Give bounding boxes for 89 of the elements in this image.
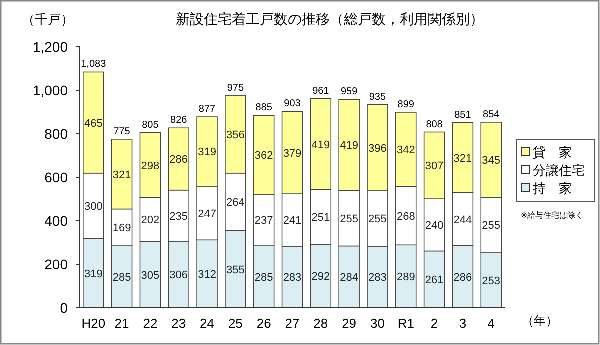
total-label: 877 bbox=[198, 104, 216, 116]
x-tick-label: R1 bbox=[398, 316, 414, 331]
data-label: 247 bbox=[198, 208, 216, 220]
x-tick-label: 25 bbox=[228, 316, 243, 331]
data-label: 319 bbox=[84, 268, 103, 280]
total-label: 903 bbox=[284, 98, 302, 110]
data-label: 307 bbox=[425, 160, 444, 173]
x-tick-label: 2 bbox=[430, 316, 438, 331]
data-label: 419 bbox=[340, 140, 358, 152]
data-label: 312 bbox=[198, 269, 216, 282]
text: 分譲住宅 bbox=[533, 163, 585, 178]
data-label: 264 bbox=[226, 197, 245, 210]
x-tick-label: 3 bbox=[459, 316, 467, 331]
data-label: 379 bbox=[283, 148, 302, 160]
x-tick-label: 24 bbox=[200, 316, 215, 331]
data-label: 261 bbox=[425, 274, 444, 287]
data-label: 283 bbox=[368, 272, 387, 284]
total-label: 885 bbox=[256, 102, 273, 114]
y-tick-label: 1,000 bbox=[32, 82, 68, 98]
data-label: 237 bbox=[254, 215, 274, 228]
total-label: 975 bbox=[227, 82, 244, 94]
data-label: 283 bbox=[283, 272, 302, 284]
data-label: 306 bbox=[170, 270, 188, 282]
data-label: 240 bbox=[425, 220, 444, 232]
x-axis-title: （年） bbox=[522, 314, 558, 328]
data-label: 345 bbox=[482, 154, 501, 167]
total-label: 935 bbox=[369, 92, 387, 103]
data-label: 255 bbox=[368, 214, 387, 226]
data-label: 321 bbox=[454, 152, 472, 165]
y-tick-label: 800 bbox=[44, 126, 68, 142]
data-label: 255 bbox=[340, 214, 358, 226]
data-label: 255 bbox=[482, 220, 501, 232]
x-tick-label: 30 bbox=[370, 316, 385, 331]
x-tick-label: 26 bbox=[256, 316, 272, 331]
data-label: 355 bbox=[226, 264, 245, 276]
x-tick-label: 4 bbox=[488, 316, 495, 331]
data-label: 284 bbox=[340, 272, 358, 284]
total-label: 899 bbox=[398, 99, 415, 110]
data-label: 202 bbox=[141, 214, 160, 227]
data-label: 268 bbox=[396, 210, 416, 223]
data-label: 244 bbox=[454, 214, 472, 226]
data-label: 356 bbox=[226, 130, 245, 142]
y-tick-label: 0 bbox=[60, 300, 68, 316]
data-label: 362 bbox=[254, 150, 274, 162]
x-tick-label: 29 bbox=[342, 316, 357, 331]
data-label: 305 bbox=[141, 270, 160, 282]
legend-label: 貸 家 bbox=[533, 145, 572, 160]
total-label: 1,083 bbox=[81, 59, 107, 70]
data-label: 285 bbox=[254, 272, 274, 284]
x-tick-label: H20 bbox=[82, 316, 106, 331]
data-label: 292 bbox=[312, 271, 330, 284]
y-axis-title: （千戸） bbox=[22, 12, 74, 27]
total-label: 826 bbox=[170, 115, 188, 126]
data-label: 241 bbox=[283, 215, 302, 228]
data-label: 342 bbox=[396, 144, 416, 157]
text: ※給与住宅は除く bbox=[521, 211, 584, 220]
legend-label: 持 家 bbox=[533, 181, 572, 196]
total-label: 959 bbox=[340, 86, 358, 98]
x-tick-label: 23 bbox=[172, 316, 186, 331]
total-label: 775 bbox=[114, 126, 131, 138]
data-label: 321 bbox=[112, 169, 132, 182]
data-label: 298 bbox=[141, 160, 160, 172]
x-tick-label: 27 bbox=[285, 316, 300, 331]
total-label: 961 bbox=[312, 86, 330, 97]
x-tick-label: 21 bbox=[114, 316, 130, 331]
total-label: 854 bbox=[483, 109, 500, 120]
data-label: 285 bbox=[112, 272, 132, 284]
data-label: 419 bbox=[312, 139, 330, 152]
data-label: 289 bbox=[396, 272, 416, 284]
data-label: 465 bbox=[84, 118, 103, 130]
data-label: 300 bbox=[84, 200, 103, 213]
x-tick-label: 28 bbox=[314, 316, 328, 331]
y-tick-label: 400 bbox=[44, 213, 68, 229]
data-label: 396 bbox=[368, 142, 387, 155]
data-label: 319 bbox=[198, 146, 216, 159]
data-label: 251 bbox=[312, 212, 330, 224]
data-label: 253 bbox=[482, 275, 501, 288]
data-label: 286 bbox=[170, 154, 188, 166]
chart-title: 新設住宅着工戸数の推移（総戸数，利用関係別） bbox=[176, 11, 484, 27]
data-label: 286 bbox=[454, 272, 472, 284]
total-label: 851 bbox=[454, 110, 472, 121]
total-label: 805 bbox=[142, 120, 160, 131]
data-label: 169 bbox=[112, 222, 132, 235]
y-tick-label: 600 bbox=[44, 170, 68, 186]
x-tick-label: 22 bbox=[143, 316, 158, 331]
total-label: 808 bbox=[426, 119, 444, 130]
y-tick-label: 200 bbox=[44, 256, 68, 272]
data-label: 235 bbox=[170, 210, 188, 223]
y-tick-label: 1,200 bbox=[32, 39, 68, 55]
